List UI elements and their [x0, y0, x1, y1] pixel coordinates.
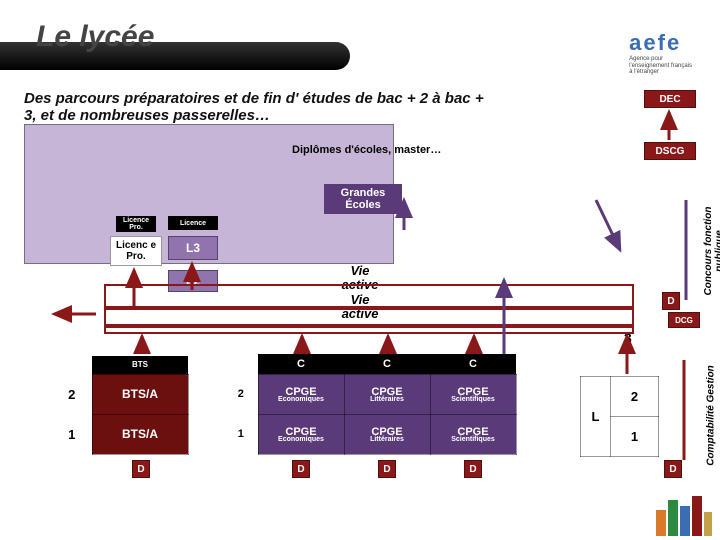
cpge-r2-n: 2 [224, 374, 258, 414]
d-right: D [664, 460, 682, 478]
bts-row-1-num: 1 [52, 414, 92, 454]
cpge-r2-c2: CPGELittéraires [344, 374, 430, 414]
city-icon [654, 490, 714, 536]
logo-text: aefe [629, 30, 692, 56]
bts-table: BTS 2 BTS/A 1 BTS/A [52, 356, 189, 455]
bts-row-2-label: BTS/A [92, 374, 188, 414]
licpro-header: Licence Pro. [116, 216, 156, 232]
dscg-box: DSCG [644, 142, 696, 160]
right-l: L [581, 377, 611, 457]
d-badge-top: D [662, 292, 680, 310]
logo-sub2: l'enseignement français [629, 63, 692, 70]
cpge-r1-c1: CPGEEconomiques [258, 414, 344, 454]
licpro-box: Licenc e Pro. [110, 236, 162, 266]
bts-row-2-num: 2 [52, 374, 92, 414]
d-c2: D [378, 460, 396, 478]
compta-label: Comptabilité Gestion [706, 361, 717, 471]
intro-text: Des parcours préparatoires et de fin d' … [24, 90, 494, 124]
concours-label: Concours fonction publique [703, 201, 720, 301]
l3-box: L3 [168, 236, 218, 260]
logo-sub3: à l'étranger [629, 69, 692, 76]
dcg-badge: DCG [668, 312, 700, 328]
bts-header: BTS [92, 356, 188, 374]
cpge-r2-c3: CPGEScientifiques [430, 374, 516, 414]
cpge-h2: C [344, 354, 430, 374]
transition-bar [104, 284, 634, 334]
licence-header: Licence [168, 216, 218, 230]
right-2: 2 [611, 377, 659, 417]
bts-row-1-label: BTS/A [92, 414, 188, 454]
cpge-r1-n: 1 [224, 414, 258, 454]
diagram: Des parcours préparatoires et de fin d' … [24, 90, 696, 321]
grandes-ecoles-box: Grandes Écoles [324, 184, 402, 214]
right-table: L 2 1 [580, 376, 659, 457]
dec-box: DEC [644, 90, 696, 108]
diplomes-label: Diplômes d'écoles, master… [292, 144, 441, 156]
cpge-table: C C C 2 CPGEEconomiques CPGELittéraires … [224, 354, 517, 455]
d-c1: D [292, 460, 310, 478]
cpge-r1-c3: CPGEScientifiques [430, 414, 516, 454]
logo-sub1: Agence pour [629, 56, 692, 63]
page-title: Le lycée [36, 20, 154, 54]
cpge-h3: C [430, 354, 516, 374]
d-c3: D [464, 460, 482, 478]
cpge-r2-c1: CPGEEconomiques [258, 374, 344, 414]
right-1: 1 [611, 417, 659, 457]
cpge-r1-c2: CPGELittéraires [344, 414, 430, 454]
d-bts: D [132, 460, 150, 478]
cpge-h1: C [258, 354, 344, 374]
logo: aefe Agence pour l'enseignement français… [629, 30, 692, 76]
title-bar: Le lycée aefe Agence pour l'enseignement… [0, 0, 720, 80]
